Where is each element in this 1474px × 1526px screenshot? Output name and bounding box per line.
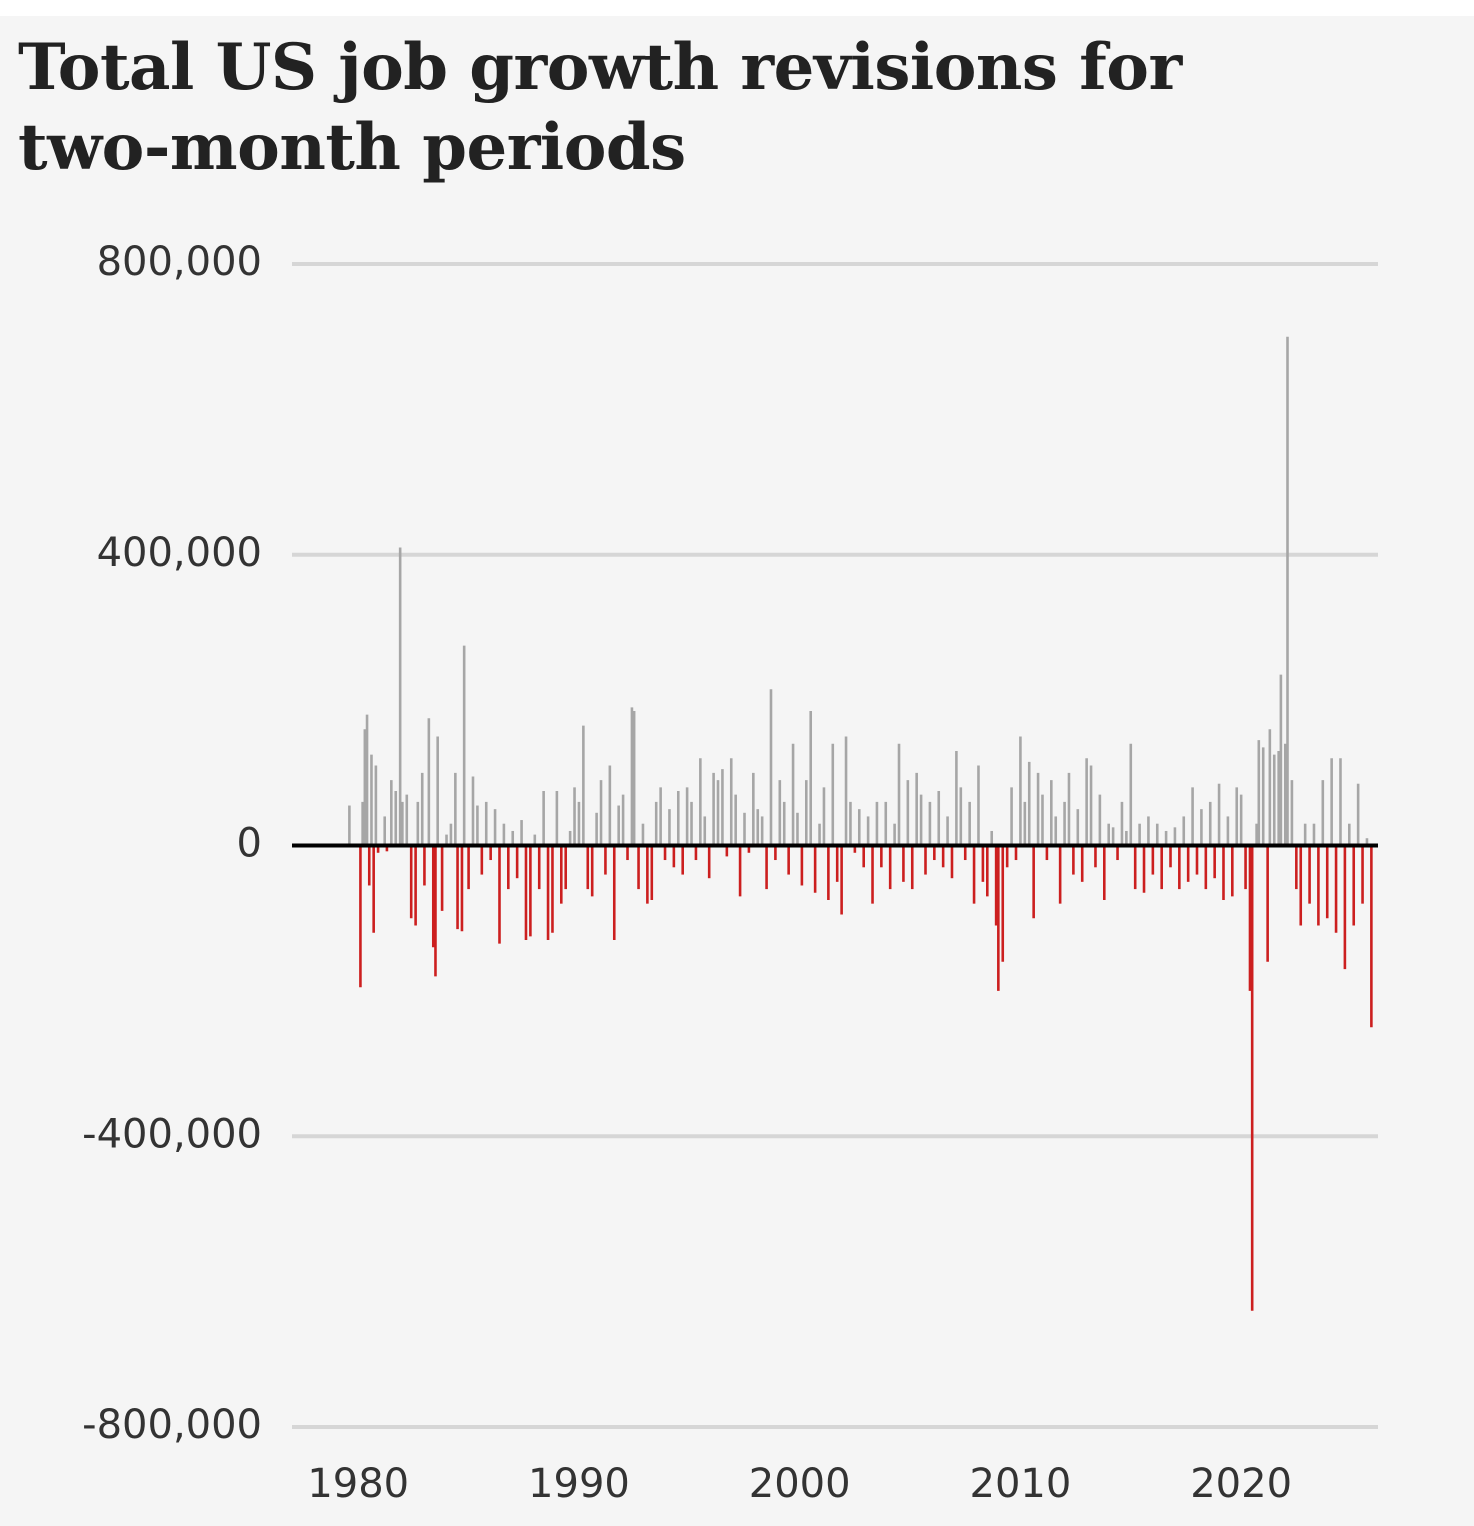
y-tick-label: 800,000: [97, 239, 262, 285]
y-tick-label: -400,000: [82, 1111, 262, 1157]
x-tick-label: 2020: [1190, 1461, 1292, 1507]
x-tick-label: 1990: [528, 1461, 630, 1507]
gridlines: [292, 262, 1378, 1429]
y-tick-label: 0: [237, 821, 262, 867]
bars: [348, 336, 1373, 1311]
x-tick-label: 2010: [970, 1461, 1072, 1507]
y-tick-label: 400,000: [97, 530, 262, 576]
x-tick-label: 1980: [307, 1461, 409, 1507]
chart-panel: [0, 16, 1474, 1526]
chart-title: Total US job growth revisions for two-mo…: [18, 30, 1182, 185]
axes: 800,000 400,000 0 -400,000 -800,000 1980 1990 2…: [82, 239, 1378, 1507]
x-tick-label: 2000: [749, 1461, 851, 1507]
y-tick-label: -800,000: [82, 1402, 262, 1448]
